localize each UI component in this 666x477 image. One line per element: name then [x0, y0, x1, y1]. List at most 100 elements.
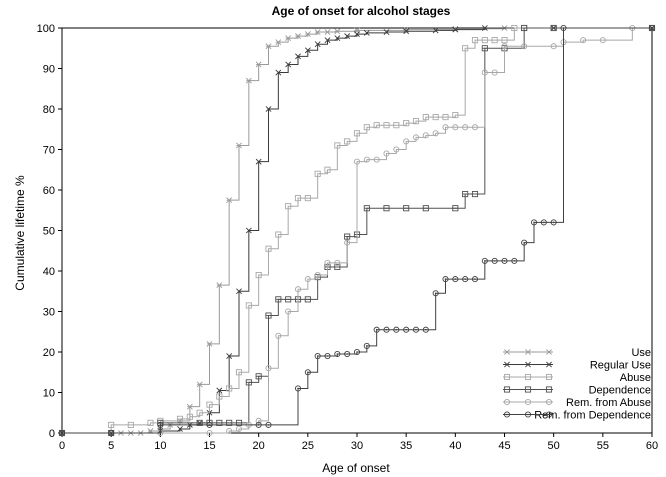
data-point [550, 43, 557, 50]
y-tick-label: 20 [43, 347, 55, 359]
data-point [344, 239, 351, 246]
data-point [491, 257, 498, 264]
data-point [334, 142, 341, 149]
data-point [432, 114, 439, 121]
data-point [314, 29, 321, 35]
data-point [206, 401, 213, 408]
data-point [285, 203, 292, 210]
data-point [353, 158, 361, 165]
y-tick-label: 70 [43, 145, 55, 157]
data-point [354, 31, 360, 37]
data-point [599, 37, 606, 44]
data-point [344, 138, 351, 145]
x-tick-label: 55 [597, 440, 609, 452]
data-point [255, 373, 262, 380]
data-point [314, 352, 321, 360]
legend-marker [504, 349, 510, 355]
data-point [491, 69, 498, 76]
legend-marker [524, 398, 532, 406]
data-point [314, 41, 321, 48]
data-point [462, 45, 469, 52]
data-point [275, 69, 282, 76]
data-point [422, 205, 429, 212]
data-point [245, 379, 252, 386]
data-point [324, 37, 331, 44]
data-point [521, 43, 528, 50]
data-point [491, 37, 498, 44]
legend-marker [545, 373, 553, 381]
data-point [442, 114, 449, 121]
data-point [422, 132, 429, 139]
legend-marker [525, 361, 531, 368]
data-point [294, 286, 302, 293]
data-point [226, 419, 233, 426]
legend-marker [503, 411, 511, 418]
y-tick-label: 60 [43, 185, 55, 197]
series-rem-from-dependence [58, 24, 656, 437]
data-point [206, 429, 213, 437]
data-point [226, 385, 233, 392]
data-point [373, 156, 380, 163]
data-point [245, 77, 252, 84]
data-point [383, 326, 390, 333]
data-point [334, 259, 341, 266]
data-point [540, 219, 547, 226]
x-tick-label: 50 [548, 440, 560, 452]
x-tick-label: 5 [108, 440, 114, 452]
data-point [226, 353, 233, 359]
legend-label: Rem. from Dependence [534, 410, 651, 422]
data-point [530, 219, 538, 226]
data-point [383, 29, 390, 35]
data-point [481, 37, 488, 44]
data-point [334, 28, 341, 35]
data-point [462, 190, 469, 198]
data-point [255, 61, 262, 68]
data-point [324, 352, 331, 360]
data-point [304, 47, 311, 54]
data-point [452, 276, 459, 283]
data-point [334, 263, 341, 271]
data-point [235, 425, 243, 433]
x-tick-label: 40 [449, 440, 461, 452]
data-point [147, 419, 154, 426]
data-point [521, 239, 528, 246]
data-point [304, 276, 311, 283]
data-point [560, 24, 567, 32]
data-point [344, 233, 351, 240]
x-tick-label: 45 [498, 440, 510, 452]
y-tick-label: 10 [43, 388, 55, 400]
data-point [422, 114, 429, 121]
data-point [216, 282, 223, 289]
data-point [412, 326, 420, 333]
legend-marker [545, 411, 553, 418]
data-point [295, 53, 301, 60]
data-point [314, 271, 321, 279]
series-line [62, 27, 652, 434]
legend-marker [503, 386, 511, 393]
chart-title: Age of onset for alcohol stages [272, 4, 451, 18]
data-point [481, 25, 488, 31]
data-point [383, 122, 390, 129]
data-point [304, 369, 311, 376]
data-point [275, 39, 282, 46]
data-point [196, 409, 203, 416]
legend-marker [503, 373, 511, 381]
legend-label: Use [631, 347, 651, 359]
data-point [216, 393, 223, 400]
x-tick-label: 15 [203, 440, 215, 452]
legend-marker [525, 349, 531, 355]
data-point [295, 33, 301, 40]
data-point [285, 296, 292, 303]
x-axis-label: Age of onset [322, 461, 390, 475]
data-point [334, 350, 341, 358]
data-point [304, 195, 311, 202]
data-point [471, 276, 479, 283]
series-line [62, 27, 652, 434]
data-point [177, 426, 183, 432]
data-point [216, 419, 223, 426]
axis-ticks: 0 5 10 15 20 25 30 35 40 45 50 55 60 0 10 20 30 40 50 60 70 8… [37, 23, 658, 452]
y-tick-label: 30 [43, 307, 55, 319]
data-point [157, 421, 164, 428]
legend-label: Regular Use [590, 360, 651, 372]
